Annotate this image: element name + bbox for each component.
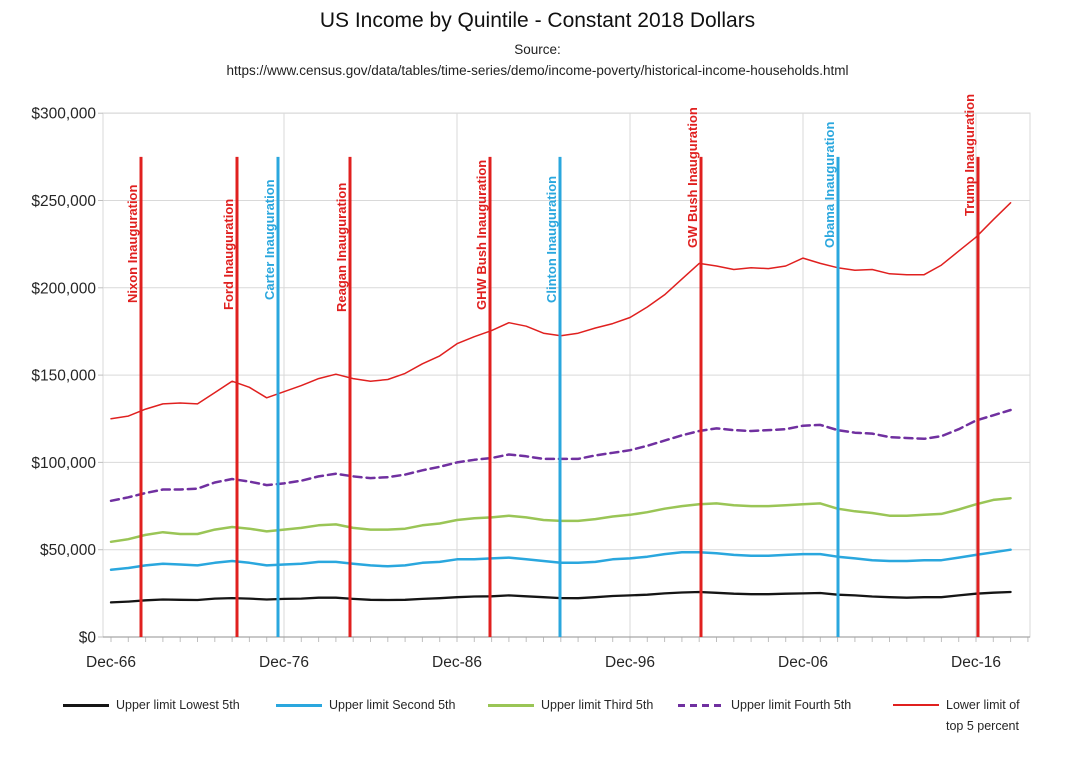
legend-swatch-third <box>488 704 534 707</box>
y-tick-label: $50,000 <box>40 542 96 559</box>
y-tick-label: $300,000 <box>31 106 96 123</box>
legend-label-fourth: Upper limit Fourth 5th <box>731 698 852 712</box>
event-label-reagan: Reagan Inauguration <box>334 183 349 312</box>
x-tick-label: Dec-06 <box>778 654 828 671</box>
source-label: Source: <box>514 42 561 57</box>
legend-swatch-second <box>276 704 322 707</box>
legend-label-lowest: Upper limit Lowest 5th <box>116 698 240 712</box>
legend-swatch-fourth <box>678 704 724 707</box>
legend-item-second: Upper limit Second 5th <box>276 695 455 716</box>
event-label-ford: Ford Inauguration <box>221 199 236 310</box>
event-label-gw-bush: GW Bush Inauguration <box>685 107 700 248</box>
legend-label-third: Upper limit Third 5th <box>541 698 654 712</box>
event-label-ghw-bush: GHW Bush Inauguration <box>474 160 489 310</box>
y-tick-label: $200,000 <box>31 280 96 297</box>
event-label-clinton: Clinton Inauguration <box>544 176 559 303</box>
x-tick-label: Dec-96 <box>605 654 655 671</box>
legend-swatch-top5 <box>893 704 939 706</box>
x-tick-label: Dec-16 <box>951 654 1001 671</box>
y-tick-label: $250,000 <box>31 193 96 210</box>
legend-swatch-lowest <box>63 704 109 707</box>
legend-item-third: Upper limit Third 5th <box>488 695 653 716</box>
y-tick-label: $100,000 <box>31 455 96 472</box>
legend-item-fourth: Upper limit Fourth 5th <box>678 695 851 716</box>
x-tick-label: Dec-86 <box>432 654 482 671</box>
legend-item-lowest: Upper limit Lowest 5th <box>63 695 240 716</box>
legend-label-top5: Lower limit of top 5 percent <box>946 698 1020 733</box>
y-tick-label: $0 <box>79 630 97 647</box>
legend-label-second: Upper limit Second 5th <box>329 698 456 712</box>
x-tick-label: Dec-66 <box>86 654 136 671</box>
event-label-nixon: Nixon Inauguration <box>125 185 140 304</box>
event-label-carter: Carter Inauguration <box>262 179 277 300</box>
event-label-obama: Obama Inauguration <box>822 122 837 248</box>
chart-title: US Income by Quintile - Constant 2018 Do… <box>319 9 756 32</box>
y-tick-label: $150,000 <box>31 368 96 385</box>
x-tick-label: Dec-76 <box>259 654 309 671</box>
event-label-trump: Trump Inauguration <box>962 94 977 216</box>
legend-item-top5: Lower limit of top 5 percent <box>893 695 1020 737</box>
source-url: https://www.census.gov/data/tables/time-… <box>226 63 849 78</box>
